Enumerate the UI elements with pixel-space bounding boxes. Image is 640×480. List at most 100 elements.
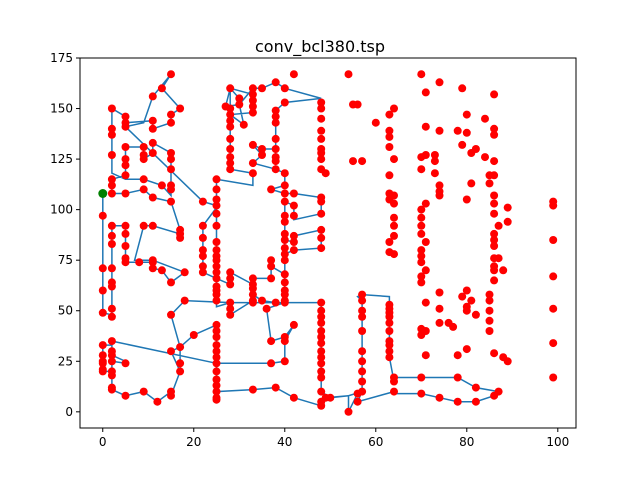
city-point	[289, 231, 298, 240]
x-tick-label: 80	[459, 435, 474, 449]
city-point	[226, 268, 235, 277]
city-point	[98, 351, 107, 360]
city-point	[471, 383, 480, 392]
city-point	[107, 351, 116, 360]
city-point	[385, 238, 394, 246]
city-point	[271, 298, 280, 307]
city-point	[421, 266, 430, 275]
city-point	[267, 262, 276, 271]
city-point	[494, 387, 503, 396]
city-point	[212, 221, 221, 230]
city-point	[248, 385, 257, 394]
city-point	[121, 221, 130, 230]
y-tick-label: 100	[50, 203, 73, 217]
city-point	[176, 367, 185, 376]
city-point	[385, 347, 394, 356]
city-point	[349, 157, 357, 166]
city-point	[458, 292, 467, 301]
city-point	[212, 359, 221, 368]
city-point	[317, 401, 326, 410]
city-point	[490, 130, 499, 139]
city-point	[148, 221, 157, 230]
city-point	[212, 296, 221, 305]
city-point	[358, 306, 367, 315]
city-point	[176, 343, 185, 352]
city-point	[390, 221, 398, 230]
city-point	[280, 244, 289, 253]
city-point	[462, 306, 471, 315]
city-point	[421, 122, 430, 131]
city-point	[317, 327, 326, 335]
city-point	[317, 347, 326, 356]
city-point	[212, 327, 221, 335]
city-point	[317, 373, 326, 382]
city-point	[385, 126, 394, 135]
city-point	[212, 375, 221, 384]
city-point	[358, 290, 367, 299]
city-point	[198, 233, 207, 242]
city-point	[148, 116, 157, 125]
city-point	[98, 211, 107, 220]
city-point	[212, 333, 221, 341]
city-point	[212, 238, 221, 246]
x-tick-label: 20	[186, 435, 201, 449]
city-point	[226, 145, 235, 153]
city-point	[417, 221, 426, 230]
city-point	[267, 185, 276, 194]
city-point	[458, 140, 467, 149]
city-point	[248, 140, 257, 149]
city-point	[421, 298, 430, 307]
city-point	[467, 179, 476, 188]
city-point	[176, 233, 185, 242]
y-tick-label: 75	[58, 253, 73, 267]
city-point	[317, 244, 326, 253]
city-point	[390, 199, 398, 208]
tour-path	[102, 73, 501, 413]
city-point	[107, 240, 116, 248]
city-point	[167, 149, 175, 157]
city-point	[358, 367, 367, 376]
city-point	[226, 165, 235, 174]
city-point	[280, 250, 289, 259]
city-point	[248, 96, 257, 105]
city-point	[121, 229, 130, 238]
city-point	[417, 213, 426, 222]
city-point	[258, 151, 266, 159]
city-point	[153, 397, 162, 406]
city-point	[430, 169, 439, 178]
city-point	[317, 209, 326, 218]
city-point	[98, 308, 107, 317]
city-point	[289, 70, 298, 79]
city-point	[458, 84, 467, 93]
city-point	[212, 320, 221, 329]
city-point	[317, 104, 326, 113]
city-point	[280, 181, 289, 190]
city-point	[139, 387, 148, 396]
city-point	[107, 124, 116, 133]
city-point	[390, 387, 398, 396]
city-point	[235, 94, 244, 103]
city-point	[248, 296, 257, 305]
city-point	[107, 371, 116, 380]
x-tick-label: 100	[546, 435, 569, 449]
city-point	[248, 284, 257, 293]
city-point	[385, 132, 394, 141]
city-point	[121, 155, 130, 164]
city-point	[226, 116, 235, 125]
x-tick-label: 0	[99, 435, 107, 449]
city-point	[549, 304, 558, 313]
city-point	[499, 353, 508, 362]
city-point	[212, 195, 221, 204]
city-point	[248, 108, 257, 117]
city-point	[485, 179, 494, 188]
city-point	[549, 339, 558, 348]
city-point	[198, 262, 207, 271]
city-point	[258, 145, 266, 153]
city-point	[148, 193, 157, 202]
city-point	[417, 205, 426, 214]
city-point	[494, 221, 503, 230]
city-point	[139, 143, 148, 151]
city-point	[317, 333, 326, 341]
city-point	[157, 181, 166, 190]
city-point	[271, 112, 280, 121]
